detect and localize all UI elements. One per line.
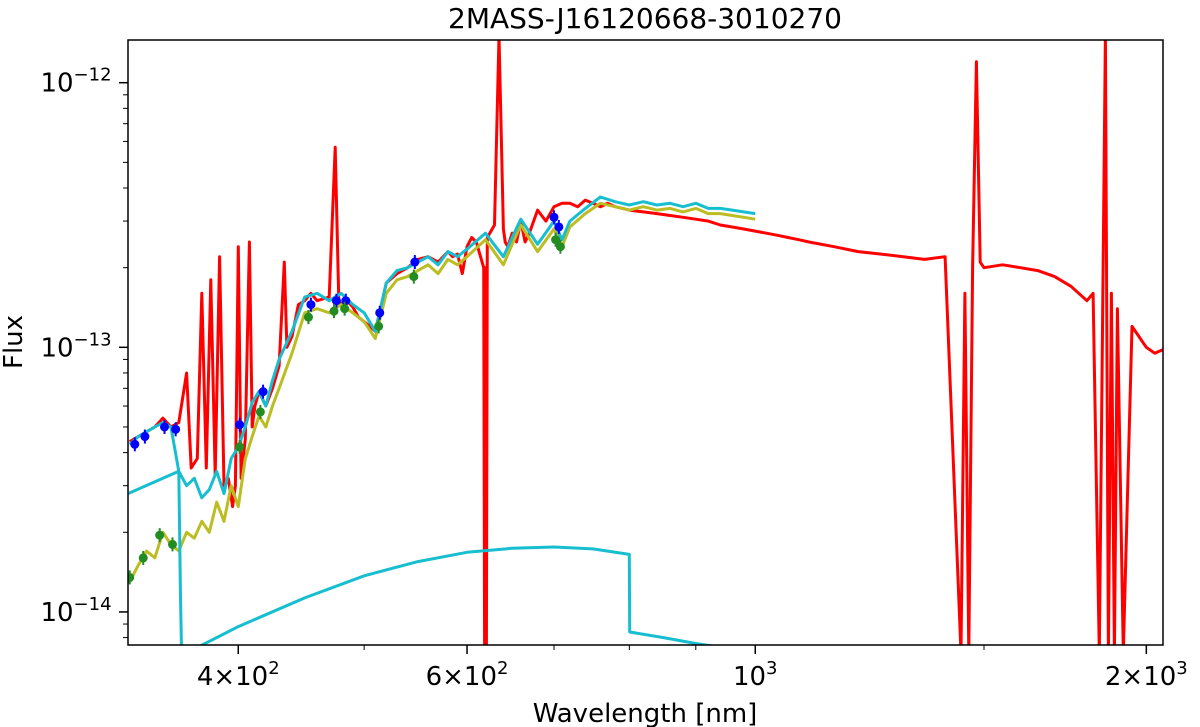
y-axis-label: Flux [0, 315, 29, 369]
x-tick-label: 4×102 [197, 658, 280, 692]
series-line-model-component-hot [128, 469, 183, 645]
photometry-point [341, 296, 351, 306]
photometry-point [555, 242, 565, 252]
y-tick-label: 10−12 [40, 65, 111, 99]
y-axis: 10−12 10−13 10−14 [40, 65, 128, 639]
photometry-point [374, 321, 384, 331]
photometry-point [235, 442, 245, 452]
series-line-model [128, 195, 756, 500]
photometry-point [160, 422, 170, 432]
photometry-point [130, 439, 140, 449]
photometry-point [171, 424, 181, 434]
photometry-point [303, 312, 313, 322]
photometry-point [410, 257, 420, 267]
x-tick-label: 6×102 [426, 658, 509, 692]
x-tick-label: 2×103 [1105, 658, 1188, 692]
y-tick-label: 10−13 [40, 329, 111, 363]
plot-frame [127, 39, 1164, 646]
plot-area [128, 40, 1163, 645]
photometry-point [235, 420, 245, 430]
photometry-point [554, 222, 564, 232]
photometry-point [258, 387, 268, 397]
photometry-point [128, 572, 135, 582]
photometry-point [168, 539, 178, 549]
photometry-point [551, 235, 561, 245]
photometry-point [340, 304, 350, 314]
photometry-point [140, 432, 150, 442]
photometry-point [409, 272, 419, 282]
series-line-observed [128, 40, 1163, 645]
x-axis-label: Wavelength [nm] [533, 699, 758, 727]
photometry-point [306, 300, 316, 310]
y-tick-label: 10−14 [40, 594, 111, 628]
photometry-point [255, 407, 265, 417]
photometry-point [375, 308, 385, 318]
series-line-model-component-cool [198, 545, 716, 645]
photometry-point [329, 306, 339, 316]
x-tick-label: 103 [733, 658, 778, 692]
photometry-point [331, 296, 341, 306]
photometry-point [155, 530, 165, 540]
photometry-point [138, 553, 148, 563]
x-axis: 4×102 6×102 103 2×103 [197, 645, 1188, 692]
series-line-model-reddened [128, 201, 756, 583]
chart-title: 2MASS-J16120668-3010270 [448, 2, 842, 35]
photometry-point [549, 212, 559, 222]
